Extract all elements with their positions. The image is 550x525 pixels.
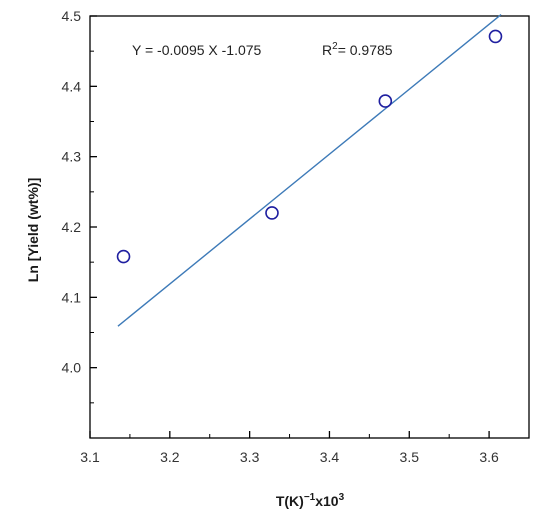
x-axis: 3.1 3.2 3.3 3.4 3.5 3.6 (80, 431, 499, 465)
data-point (116, 249, 131, 264)
data-points (116, 29, 503, 264)
y-axis: 4.0 4.1 4.2 4.3 4.4 4.5 (62, 8, 97, 404)
x-axis-title-main: T(K) (276, 493, 304, 509)
fit-line (117, 14, 502, 327)
x-axis-title-mid: x10 (315, 493, 339, 509)
r-squared-value: = 0.9785 (338, 42, 393, 58)
data-point (488, 29, 503, 44)
r-squared-sup: 2 (332, 41, 338, 52)
y-tick-label: 4.1 (62, 289, 82, 305)
y-tick-label: 4.5 (62, 8, 82, 24)
x-tick-label: 3.4 (320, 449, 340, 465)
x-tick-label: 3.2 (160, 449, 180, 465)
r-squared: R2= 0.9785 (322, 41, 393, 58)
x-axis-title-sup2: 3 (339, 492, 345, 503)
r-squared-prefix: R (322, 42, 332, 58)
y-axis-title: Ln [Yield (wt%)] (25, 178, 41, 282)
x-tick-label: 3.3 (240, 449, 260, 465)
y-tick-label: 4.0 (62, 360, 82, 376)
fit-equation: Y = -0.0095 X -1.075 (132, 42, 262, 58)
plot-frame (89, 15, 530, 439)
y-tick-label: 4.2 (62, 219, 82, 235)
y-tick-label: 4.3 (62, 149, 82, 165)
y-tick-label: 4.4 (62, 78, 82, 94)
x-axis-title-sup: −1 (304, 492, 316, 503)
x-tick-label: 3.6 (479, 449, 499, 465)
x-tick-label: 3.1 (80, 449, 100, 465)
x-tick-label: 3.5 (400, 449, 420, 465)
x-axis-title: T(K)−1x103 (276, 492, 345, 509)
data-point (378, 94, 393, 108)
data-point (265, 206, 279, 220)
